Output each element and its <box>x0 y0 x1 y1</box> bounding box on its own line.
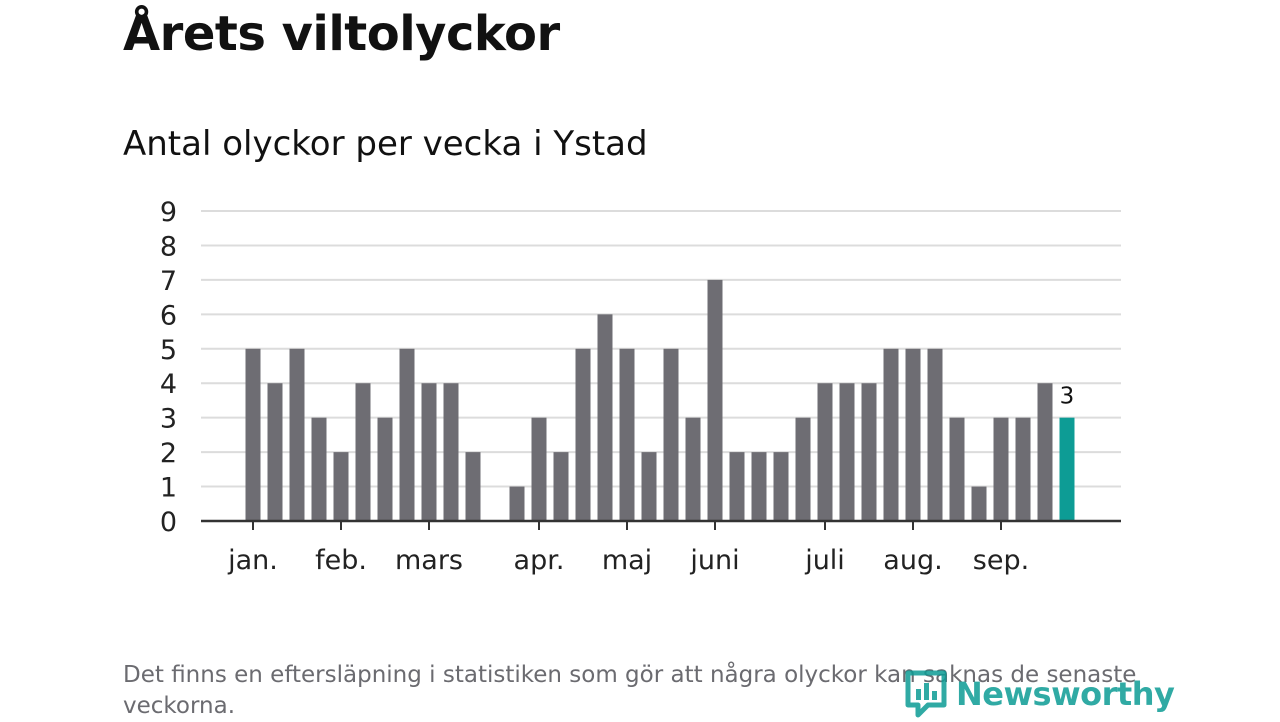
bar <box>795 417 811 521</box>
bar <box>509 486 525 521</box>
footnote: Det finns en eftersläpning i statistiken… <box>123 662 1137 719</box>
y-tick-label: 6 <box>160 300 177 331</box>
bar <box>663 348 679 521</box>
data-label: 3 <box>1060 384 1075 410</box>
bar <box>267 383 283 521</box>
bar <box>465 452 481 521</box>
newsworthy-logo-icon <box>905 670 947 718</box>
bar <box>421 383 437 521</box>
bar <box>531 417 547 521</box>
bar <box>949 417 965 521</box>
y-tick-label: 2 <box>160 438 177 469</box>
x-month-label: aug. <box>883 545 942 576</box>
bar <box>245 348 261 521</box>
bar <box>773 452 789 521</box>
chart-title: Årets viltolyckor <box>123 6 560 62</box>
bar <box>333 452 349 521</box>
bar <box>619 348 635 521</box>
y-tick-label: 4 <box>160 369 177 400</box>
bar <box>641 452 657 521</box>
bar <box>311 417 327 521</box>
bar <box>839 383 855 521</box>
bar <box>905 348 921 521</box>
y-tick-label: 3 <box>160 404 177 435</box>
newsworthy-logo: Newsworthy <box>904 668 1175 720</box>
bar <box>289 348 305 521</box>
x-month-label: apr. <box>514 545 565 576</box>
bar <box>883 348 899 521</box>
x-month-label: feb. <box>315 545 367 576</box>
y-tick-label: 5 <box>160 335 177 366</box>
bar <box>377 417 393 521</box>
bar <box>817 383 833 521</box>
x-axis: jan. feb. mars apr. maj juni juli aug. sep. <box>201 519 1121 576</box>
gridlines <box>201 210 1121 488</box>
bar <box>861 383 877 521</box>
y-tick-label: 1 <box>160 473 177 504</box>
x-month-label: sep. <box>973 545 1029 576</box>
bar <box>971 486 987 521</box>
bar <box>993 417 1009 521</box>
bar <box>751 452 767 521</box>
bar <box>597 314 613 521</box>
bar-highlighted <box>1059 417 1075 521</box>
bars <box>245 279 1075 521</box>
bar <box>685 417 701 521</box>
y-tick-label: 8 <box>160 231 177 262</box>
x-month-label: jan. <box>227 545 278 576</box>
y-axis-tick-labels: 01 23 45 67 89 <box>160 197 177 538</box>
bar <box>355 383 371 521</box>
newsworthy-logo-text: Newsworthy <box>956 675 1175 713</box>
chart-subtitle: Antal olyckor per vecka i Ystad <box>123 124 648 164</box>
bar <box>927 348 943 521</box>
x-month-label: juni <box>689 545 739 576</box>
x-month-label: maj <box>602 545 652 576</box>
y-tick-label: 7 <box>160 266 177 297</box>
y-tick-label: 9 <box>160 197 177 228</box>
bar <box>443 383 459 521</box>
x-month-label: mars <box>395 545 463 576</box>
value-labels: 3 <box>1060 384 1075 410</box>
bar <box>1037 383 1053 521</box>
x-month-label: juli <box>804 545 845 576</box>
bar <box>399 348 415 521</box>
bar <box>575 348 591 521</box>
bar <box>707 279 723 521</box>
bar <box>729 452 745 521</box>
bar <box>553 452 569 521</box>
bar <box>1015 417 1031 521</box>
y-tick-label: 0 <box>160 507 177 538</box>
